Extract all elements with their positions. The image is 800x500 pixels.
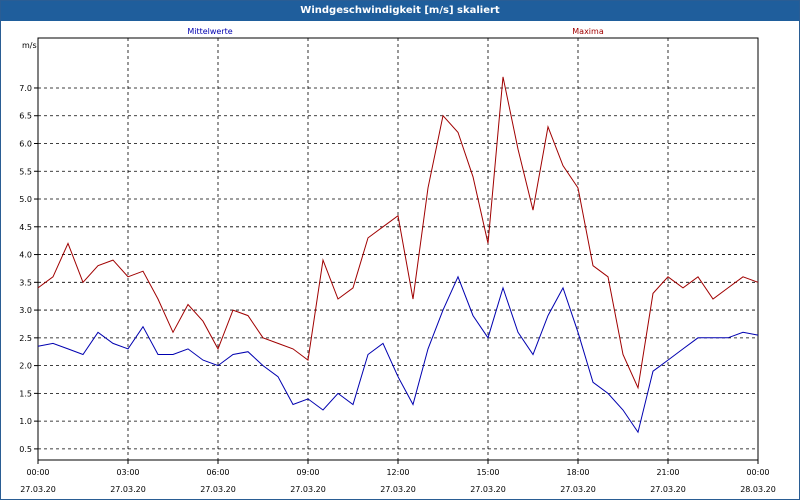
- y-tick-label: 3.5: [19, 278, 32, 287]
- x-tick-date: 27.03.20: [110, 485, 146, 494]
- x-tick-date: 27.03.20: [380, 485, 416, 494]
- x-tick-time: 06:00: [206, 468, 229, 477]
- wind-speed-chart: m/s Mittelwerte Maxima 0.5 1.0 1.5 2.0 2.5 3.…: [19, 27, 776, 494]
- x-tick-date: 27.03.20: [650, 485, 686, 494]
- window-title: Windgeschwindigkeit [m/s] skaliert: [1, 1, 799, 21]
- y-tick-label: 2.5: [19, 334, 32, 343]
- x-tick-time: 15:00: [476, 468, 499, 477]
- x-tick-time: 00:00: [746, 468, 769, 477]
- x-tick-date: 28.03.20: [740, 485, 776, 494]
- y-tick-label: 1.0: [19, 417, 32, 426]
- x-tick-date: 27.03.20: [20, 485, 56, 494]
- y-axis-label: m/s: [22, 41, 37, 50]
- x-tick-time: 21:00: [656, 468, 679, 477]
- y-tick-label: 6.5: [19, 112, 32, 121]
- x-tick-time: 00:00: [26, 468, 49, 477]
- x-tick-date: 27.03.20: [560, 485, 596, 494]
- y-tick-label: 0.5: [19, 445, 32, 454]
- y-tick-label: 5.5: [19, 167, 32, 176]
- y-tick-label: 5.0: [19, 195, 32, 204]
- series-line-maxima: [37, 76, 759, 390]
- x-tick-time: 09:00: [296, 468, 319, 477]
- y-tick-label: 2.0: [19, 362, 32, 371]
- x-tick-time: 12:00: [386, 468, 409, 477]
- x-tick-date: 27.03.20: [290, 485, 326, 494]
- y-tick-label: 3.0: [19, 306, 32, 315]
- y-tick-label: 1.5: [19, 389, 32, 398]
- legend-mittelwerte: Mittelwerte: [187, 27, 232, 36]
- y-tick-label: 7.0: [19, 84, 32, 93]
- series-line-mittelwerte: [37, 275, 759, 434]
- y-tick-label: 4.5: [19, 223, 32, 232]
- y-tick-label: 6.0: [19, 140, 32, 149]
- x-tick-date: 27.03.20: [200, 485, 236, 494]
- x-tick-time: 18:00: [566, 468, 589, 477]
- x-tick-date: 27.03.20: [470, 485, 506, 494]
- legend-maxima: Maxima: [572, 27, 604, 36]
- y-tick-label: 4.0: [19, 251, 32, 260]
- x-tick-time: 03:00: [116, 468, 139, 477]
